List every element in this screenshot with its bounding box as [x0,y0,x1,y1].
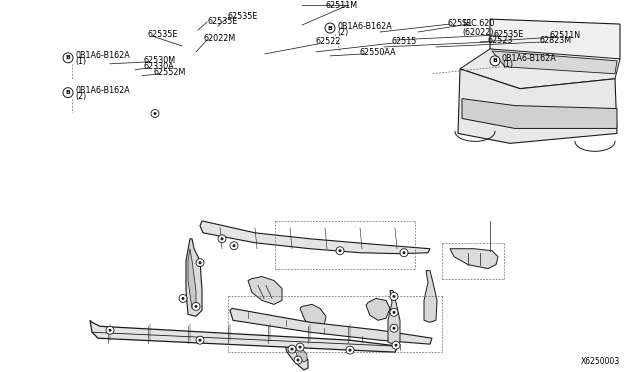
Circle shape [196,259,204,267]
Text: 62550AA: 62550AA [360,48,397,57]
Circle shape [390,292,398,301]
Circle shape [392,327,396,330]
Text: 62022M: 62022M [203,35,236,44]
Polygon shape [230,308,432,344]
Text: B: B [328,26,332,31]
Polygon shape [492,51,617,74]
Circle shape [392,311,396,314]
Text: 62535E: 62535E [227,12,257,20]
Circle shape [63,88,73,97]
Circle shape [151,110,159,118]
Polygon shape [295,350,307,362]
Polygon shape [300,304,326,328]
Circle shape [195,305,198,308]
Circle shape [339,249,342,252]
Text: 0B1A6-B162A: 0B1A6-B162A [337,22,392,31]
Polygon shape [285,342,308,370]
Circle shape [288,345,296,353]
Circle shape [403,251,406,254]
Circle shape [392,341,400,349]
Text: 62511M: 62511M [325,1,357,10]
Text: 62552M: 62552M [154,68,186,77]
Text: (1): (1) [502,60,513,69]
Polygon shape [462,99,617,128]
Text: 0B1A6-B162A: 0B1A6-B162A [502,54,557,63]
Circle shape [490,56,500,66]
Circle shape [394,344,397,347]
Circle shape [221,237,223,240]
Text: (62022): (62022) [462,28,493,36]
Circle shape [196,336,204,344]
Polygon shape [188,249,196,308]
Text: 62523: 62523 [487,36,513,45]
Circle shape [218,235,226,243]
Polygon shape [200,221,430,254]
Circle shape [296,343,304,351]
Text: SEC.620: SEC.620 [462,19,495,28]
Text: (2): (2) [75,92,86,101]
Polygon shape [186,239,202,316]
Text: 62330A: 62330A [144,62,175,71]
Polygon shape [490,19,620,69]
Circle shape [346,346,354,354]
Polygon shape [424,270,437,322]
Circle shape [192,302,200,310]
Circle shape [198,339,202,341]
Circle shape [390,308,398,316]
Polygon shape [248,276,282,304]
Circle shape [296,359,300,362]
Text: 62535E: 62535E [207,17,237,26]
Circle shape [230,242,238,250]
Circle shape [179,295,187,302]
Text: B: B [65,90,70,95]
Text: 0B1A6-B162A: 0B1A6-B162A [75,86,130,95]
Circle shape [392,295,396,298]
Text: 62530M: 62530M [144,56,176,65]
Text: 62535E: 62535E [148,31,179,39]
Circle shape [336,247,344,255]
Circle shape [154,112,157,115]
Text: 62535E: 62535E [494,29,524,38]
Circle shape [232,244,236,247]
Circle shape [182,297,184,300]
Circle shape [349,349,351,352]
Circle shape [294,356,302,364]
Circle shape [298,346,301,349]
Text: (1): (1) [75,57,86,66]
Circle shape [325,23,335,33]
Text: 62511N: 62511N [550,32,581,41]
Text: B: B [65,55,70,60]
Polygon shape [388,291,400,344]
Text: 62515: 62515 [392,38,417,46]
Text: 0B1A6-B162A: 0B1A6-B162A [75,51,130,60]
Polygon shape [460,49,620,89]
Circle shape [63,53,73,63]
Polygon shape [90,320,398,352]
Text: 62511: 62511 [448,19,473,28]
Text: (2): (2) [337,28,348,36]
Circle shape [106,326,114,334]
Circle shape [198,261,202,264]
Text: 62823M: 62823M [540,36,572,45]
Polygon shape [366,298,390,320]
Text: B: B [493,58,497,63]
Text: X6250003: X6250003 [580,357,620,366]
Text: 62522: 62522 [316,38,342,46]
Circle shape [291,348,294,351]
Polygon shape [450,249,498,269]
Polygon shape [458,69,617,143]
Circle shape [390,324,398,332]
Circle shape [109,329,111,332]
Circle shape [400,249,408,257]
